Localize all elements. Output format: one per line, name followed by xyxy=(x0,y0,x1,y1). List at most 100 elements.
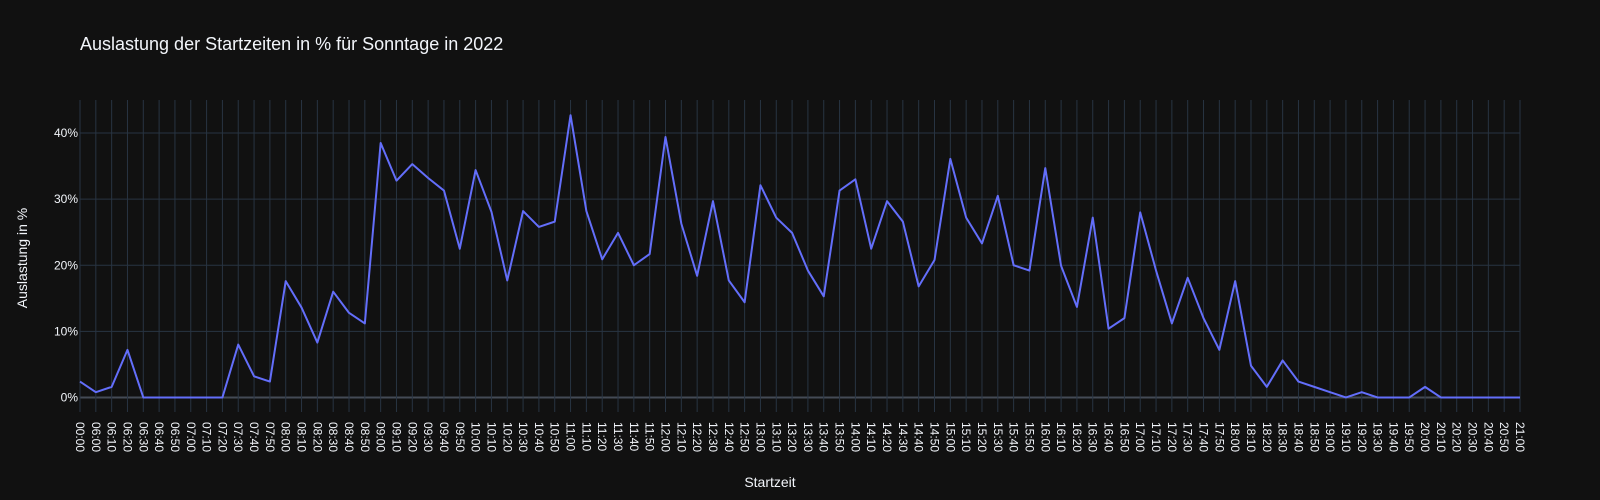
x-tick-label: 15:50 xyxy=(1022,422,1036,452)
series-line xyxy=(79,114,1520,399)
x-tick-label: 08:30 xyxy=(326,422,340,452)
x-tick-label: 10:40 xyxy=(532,422,546,452)
x-gridlines xyxy=(79,100,1521,412)
x-tick-label: 14:00 xyxy=(848,422,862,452)
x-tick-label: 12:10 xyxy=(674,422,688,452)
x-tick-label: 16:10 xyxy=(1054,422,1068,452)
y-tick-labels: 0% 10% 20% 30% 40% xyxy=(54,126,78,404)
x-tick-label: 09:10 xyxy=(389,422,403,452)
x-tick-label: 18:10 xyxy=(1244,422,1258,452)
x-tick-label: 15:00 xyxy=(943,422,957,452)
x-tick-label: 20:00 xyxy=(1418,422,1432,452)
x-tick-label: 14:50 xyxy=(928,422,942,452)
x-tick-label: 15:20 xyxy=(975,422,989,452)
x-tick-label: 20:10 xyxy=(1434,422,1448,452)
x-tick-label: 07:20 xyxy=(215,422,229,452)
x-tick-label: 07:00 xyxy=(184,422,198,452)
x-tick-label: 17:20 xyxy=(1165,422,1179,452)
x-tick-label: 18:20 xyxy=(1260,422,1274,452)
x-tick-label: 15:10 xyxy=(959,422,973,452)
chart-title: Auslastung der Startzeiten in % für Sonn… xyxy=(80,34,503,54)
x-tick-label: 12:20 xyxy=(690,422,704,452)
x-tick-label: 00:00 xyxy=(73,422,87,452)
x-tick-label: 19:10 xyxy=(1339,422,1353,452)
x-tick-label: 16:00 xyxy=(1038,422,1052,452)
x-tick-label: 19:30 xyxy=(1371,422,1385,452)
x-tick-label: 20:20 xyxy=(1450,422,1464,452)
x-tick-label: 19:40 xyxy=(1386,422,1400,452)
x-tick-label: 07:50 xyxy=(263,422,277,452)
x-tick-label: 17:30 xyxy=(1181,422,1195,452)
x-tick-label: 17:40 xyxy=(1197,422,1211,452)
x-tick-label: 10:30 xyxy=(516,422,530,452)
x-tick-label: 13:10 xyxy=(769,422,783,452)
x-tick-label: 12:30 xyxy=(706,422,720,452)
x-tick-label: 07:30 xyxy=(231,422,245,452)
x-tick-label: 10:10 xyxy=(484,422,498,452)
x-tick-label: 12:40 xyxy=(722,422,736,452)
x-tick-label: 17:00 xyxy=(1133,422,1147,452)
y-tick-label: 20% xyxy=(54,258,78,272)
x-tick-label: 13:50 xyxy=(833,422,847,452)
x-tick-label: 13:40 xyxy=(817,422,831,452)
x-tick-label: 13:30 xyxy=(801,422,815,452)
x-tick-label: 09:50 xyxy=(453,422,467,452)
x-tick-label: 10:50 xyxy=(548,422,562,452)
x-tick-label: 18:30 xyxy=(1276,422,1290,452)
x-tick-label: 08:20 xyxy=(310,422,324,452)
x-tick-label: 19:00 xyxy=(1323,422,1337,452)
x-tick-label: 09:20 xyxy=(405,422,419,452)
x-tick-label: 06:20 xyxy=(120,422,134,452)
x-tick-label: 17:50 xyxy=(1212,422,1226,452)
x-tick-label: 14:40 xyxy=(912,422,926,452)
x-tick-label: 11:10 xyxy=(579,422,593,451)
y-tick-label: 30% xyxy=(54,192,78,206)
x-tick-label: 14:30 xyxy=(896,422,910,452)
x-tick-label: 20:30 xyxy=(1466,422,1480,452)
x-tick-label: 14:10 xyxy=(864,422,878,452)
x-tick-label: 17:10 xyxy=(1149,422,1163,452)
x-tick-label: 15:40 xyxy=(1007,422,1021,452)
x-tick-label: 06:40 xyxy=(152,422,166,452)
x-tick-label: 11:50 xyxy=(643,422,657,451)
y-tick-label: 10% xyxy=(54,324,78,338)
x-tick-label: 07:40 xyxy=(247,422,261,452)
y-tick-label: 40% xyxy=(54,126,78,140)
x-tick-label: 06:30 xyxy=(136,422,150,452)
x-tick-label: 18:40 xyxy=(1291,422,1305,452)
x-tick-label: 12:00 xyxy=(658,422,672,452)
x-tick-label: 11:20 xyxy=(595,422,609,451)
x-tick-label: 14:20 xyxy=(880,422,894,452)
x-tick-label: 16:50 xyxy=(1117,422,1131,452)
x-tick-label: 16:30 xyxy=(1086,422,1100,452)
x-tick-label: 09:30 xyxy=(421,422,435,452)
x-tick-label: 20:50 xyxy=(1497,422,1511,452)
x-tick-label: 16:40 xyxy=(1102,422,1116,452)
x-tick-label: 11:00 xyxy=(564,422,578,451)
x-tick-label: 19:50 xyxy=(1402,422,1416,452)
x-tick-label: 19:20 xyxy=(1355,422,1369,452)
x-tick-label: 13:20 xyxy=(785,422,799,452)
x-tick-label: 06:10 xyxy=(105,422,119,452)
x-tick-labels: 00:00 06:00 06:10 06:20 06:30 06:40 06:50 07:00… xyxy=(73,422,1527,452)
x-tick-label: 09:40 xyxy=(437,422,451,452)
y-tick-label: 0% xyxy=(61,390,79,404)
x-tick-label: 16:20 xyxy=(1070,422,1084,452)
x-tick-label: 08:00 xyxy=(279,422,293,452)
x-tick-label: 11:40 xyxy=(627,422,641,451)
x-tick-label: 12:50 xyxy=(738,422,752,452)
x-tick-label: 18:50 xyxy=(1307,422,1321,452)
x-tick-label: 06:50 xyxy=(168,422,182,452)
y-axis-title: Auslastung in % xyxy=(14,208,30,308)
x-axis-title: Startzeit xyxy=(744,474,795,490)
x-tick-label: 10:00 xyxy=(469,422,483,452)
x-tick-label: 20:40 xyxy=(1481,422,1495,452)
x-tick-label: 06:00 xyxy=(89,422,103,452)
x-tick-label: 15:30 xyxy=(991,422,1005,452)
x-tick-label: 11:30 xyxy=(611,422,625,451)
x-tick-label: 08:40 xyxy=(342,422,356,452)
x-tick-label: 07:10 xyxy=(200,422,214,452)
x-tick-label: 13:00 xyxy=(753,422,767,452)
x-tick-label: 08:10 xyxy=(295,422,309,452)
